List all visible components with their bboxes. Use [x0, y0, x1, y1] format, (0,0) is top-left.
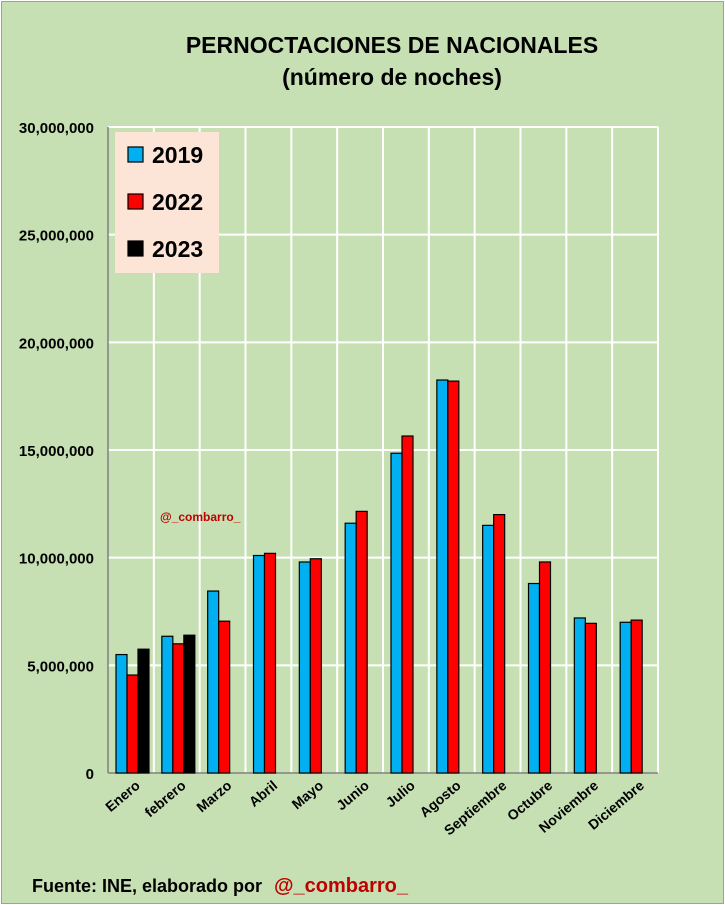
- bar-2022-marzo: [218, 620, 231, 774]
- y-tick-label: 15,000,000: [19, 443, 94, 460]
- bar-2019-octubre: [527, 582, 541, 774]
- x-tick-label: febrero: [141, 777, 188, 820]
- bar-2019-mayo: [298, 561, 311, 774]
- bar-2019-septiembre: [482, 524, 495, 774]
- bar-2022-abril: [263, 552, 277, 774]
- bar-2019-junio: [344, 522, 357, 774]
- x-tick-label: Abril: [246, 777, 281, 810]
- legend-swatch-2023: [127, 240, 144, 257]
- bar-2022-agosto: [447, 380, 460, 774]
- x-tick-label: Marzo: [193, 777, 234, 815]
- bar-2022-mayo: [309, 558, 322, 774]
- bar-2022-enero: [126, 674, 139, 774]
- bar-2022-junio: [355, 510, 368, 774]
- legend-swatch-2019: [127, 146, 144, 163]
- bar-2023-febrero: [183, 634, 196, 774]
- y-tick-label: 20,000,000: [19, 335, 94, 352]
- bar-2022-octubre: [538, 561, 552, 774]
- chart-subtitle: (número de noches): [282, 64, 502, 90]
- watermark-text: @_combarro_: [160, 510, 241, 524]
- legend-label-2023: 2023: [152, 236, 203, 262]
- x-tick-label: Enero: [102, 777, 143, 815]
- legend-swatch-2022: [127, 193, 144, 210]
- bar-2019-enero: [115, 653, 128, 774]
- bar-2022-julio: [401, 435, 414, 774]
- x-tick-label: Julio: [383, 777, 418, 810]
- bar-2019-noviembre: [573, 617, 586, 774]
- y-tick-label: 10,000,000: [19, 551, 94, 568]
- legend-label-2019: 2019: [152, 142, 203, 168]
- bar-2022-febrero: [172, 643, 185, 774]
- bar-2019-marzo: [207, 590, 220, 774]
- x-tick-label: Mayo: [288, 777, 326, 812]
- bar-2022-noviembre: [584, 622, 597, 774]
- y-tick-label: 25,000,000: [19, 228, 94, 245]
- bar-2023-enero: [137, 648, 150, 774]
- y-tick-label: 5,000,000: [27, 658, 94, 675]
- source-handle[interactable]: @_combarro_: [274, 875, 409, 897]
- chart-title: PERNOCTACIONES DE NACIONALES: [185, 32, 599, 58]
- legend-label-2022: 2022: [152, 189, 203, 215]
- y-tick-label: 30,000,000: [19, 120, 94, 137]
- bar-2019-agosto: [436, 379, 449, 774]
- bar-2019-julio: [390, 452, 403, 774]
- bar-2022-septiembre: [493, 513, 506, 774]
- bar-2019-diciembre: [619, 621, 632, 774]
- bar-2019-febrero: [161, 635, 174, 774]
- source-prefix: Fuente: INE, elaborado por: [32, 876, 263, 896]
- source-note: Fuente: INE, elaborado por @_combarro_: [32, 875, 408, 898]
- x-tick-label: Junio: [333, 777, 372, 813]
- bar-2022-diciembre: [630, 619, 643, 774]
- bar-2019-abril: [252, 554, 266, 774]
- y-tick-label: 0: [86, 766, 94, 783]
